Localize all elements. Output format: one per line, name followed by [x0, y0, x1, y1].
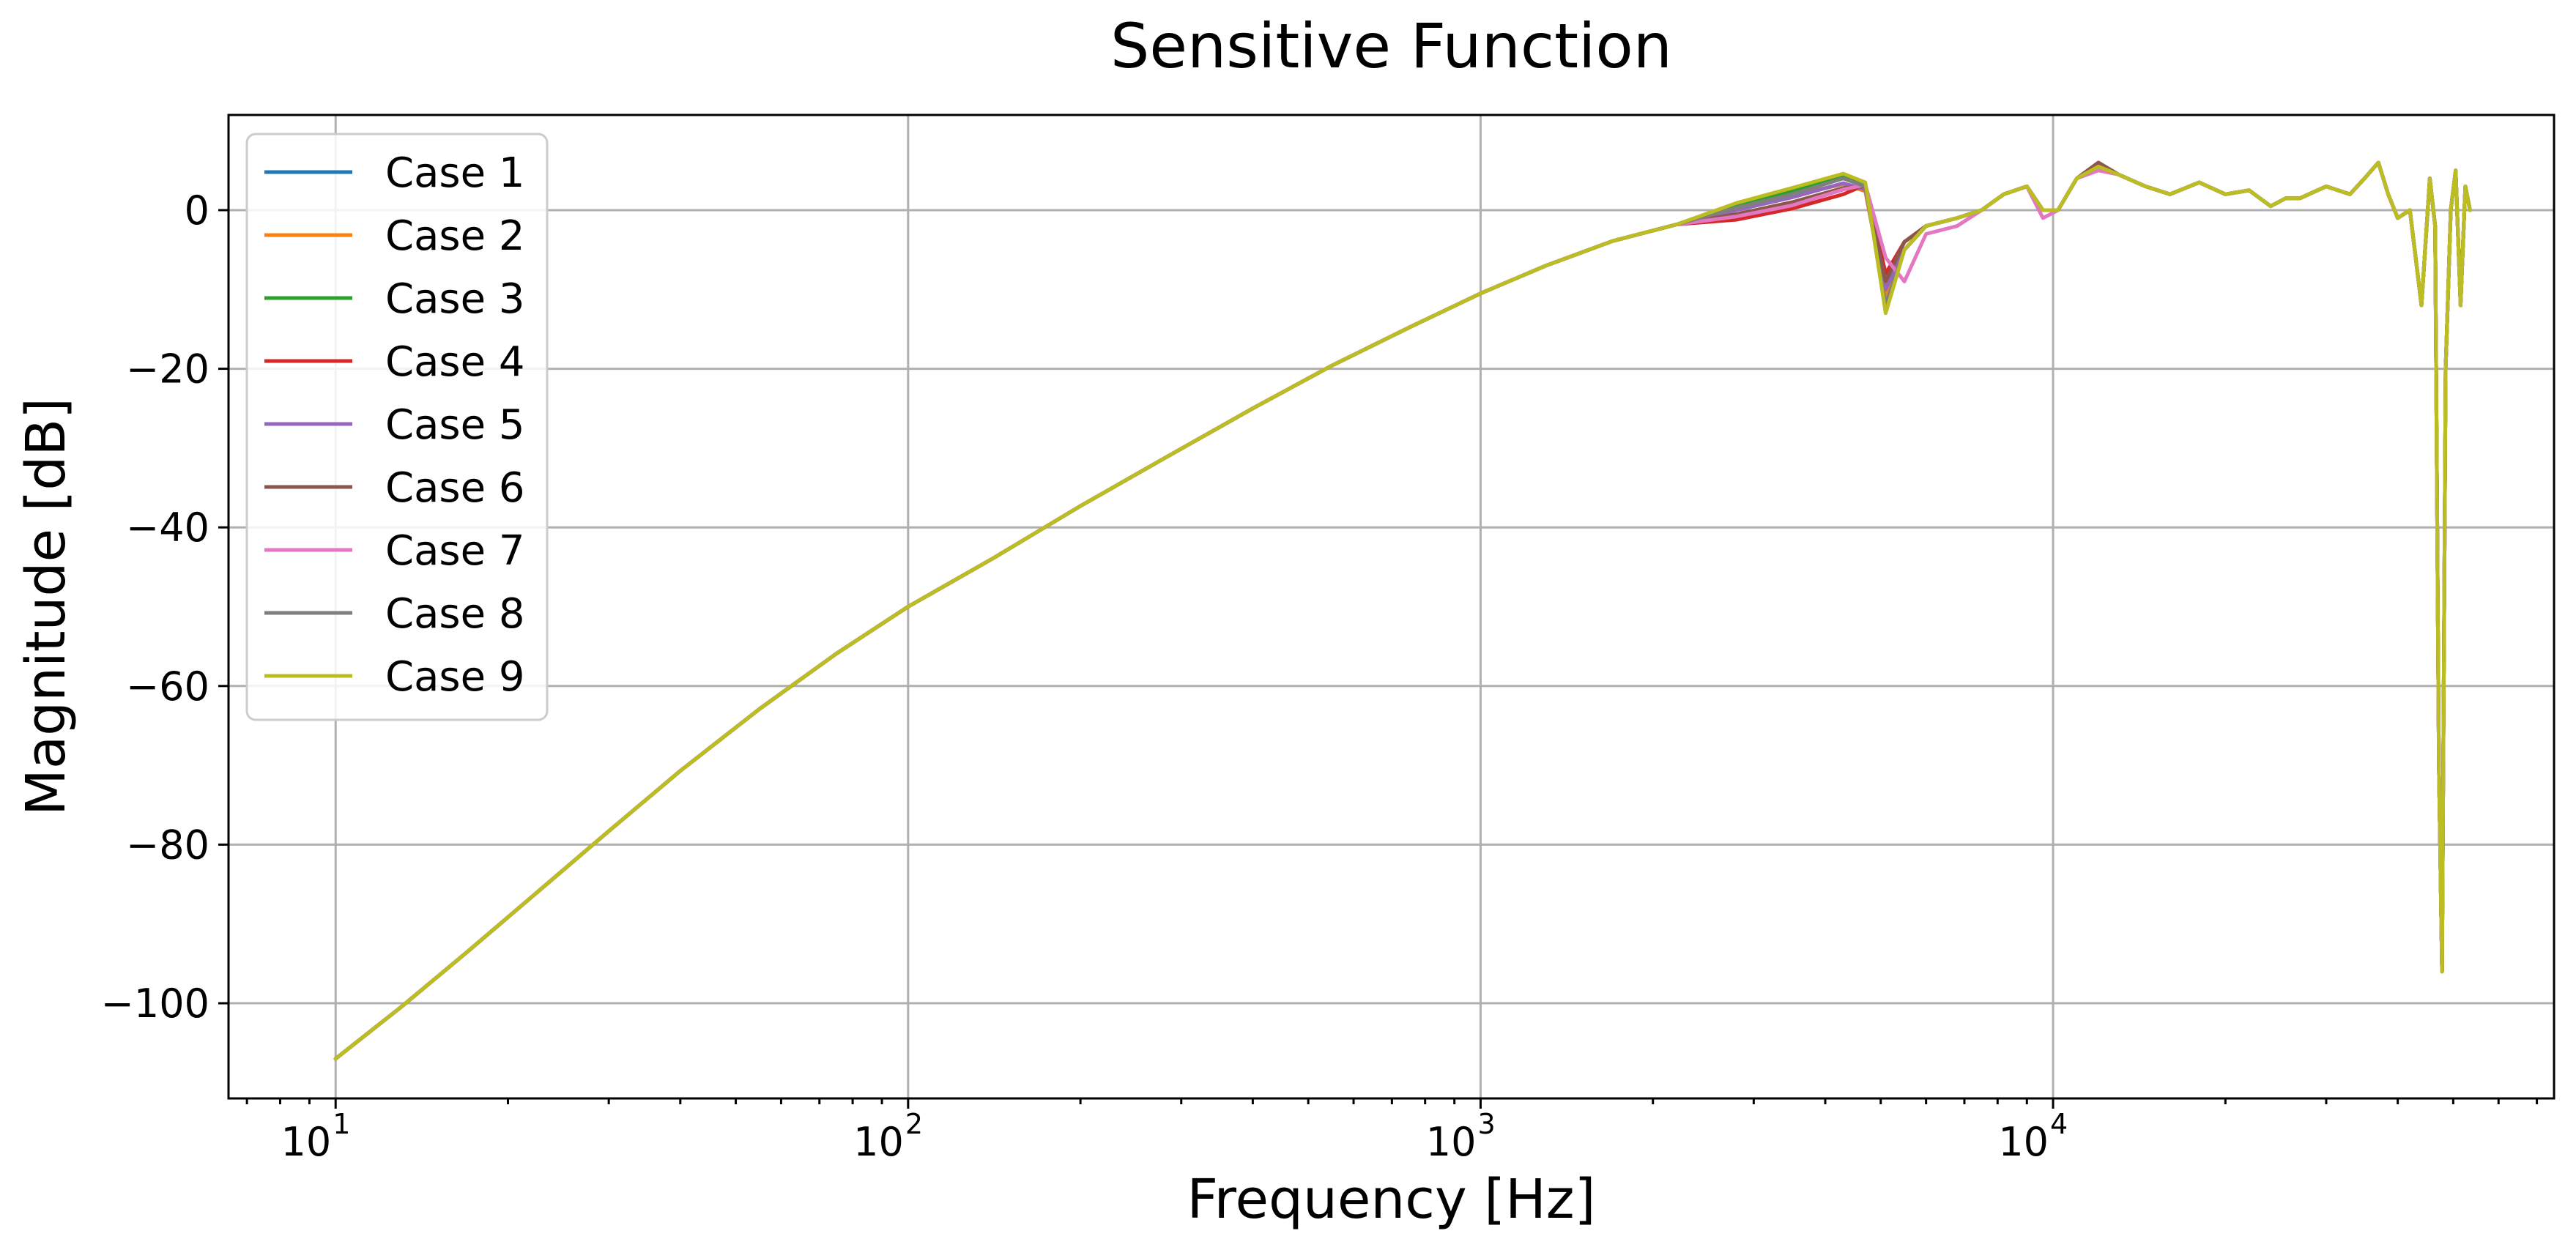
legend-item: Case 4 — [264, 338, 524, 386]
x-tick-exponent: 3 — [1477, 1108, 1495, 1140]
series-line-case-9 — [333, 160, 2472, 1061]
series-line-case-4 — [333, 160, 2472, 1061]
grid-layer — [229, 115, 2554, 1098]
chart-title: Sensitive Function — [1110, 10, 1672, 82]
x-tick-base: 10 — [281, 1119, 332, 1165]
plot-frame — [227, 114, 2555, 1100]
y-axis-label: Magnitude [dB] — [15, 398, 78, 816]
legend-label: Case 3 — [385, 275, 524, 323]
legend-label: Case 1 — [385, 149, 524, 197]
x-tick-exponent: 4 — [2050, 1108, 2068, 1140]
legend-item: Case 6 — [264, 464, 524, 512]
x-tick-label: 10 3 — [1426, 1108, 1496, 1165]
x-tick-label: 10 1 — [281, 1108, 351, 1165]
legend-item: Case 2 — [264, 212, 524, 260]
legend: Case 1 Case 2 Case 3 Case 4 Case 5 Case 6 Case… — [245, 133, 549, 721]
legend-item: Case 5 — [264, 401, 524, 449]
x-tick-base: 10 — [1426, 1119, 1477, 1165]
x-axis-label: Frequency [Hz] — [1187, 1168, 1595, 1231]
legend-item: Case 9 — [264, 653, 524, 701]
legend-label: Case 9 — [385, 653, 524, 701]
series-line-case-6 — [333, 160, 2472, 1061]
legend-item: Case 3 — [264, 275, 524, 323]
x-tick-exponent: 1 — [333, 1108, 350, 1140]
y-tick-label: −100 — [101, 981, 209, 1027]
y-tick-label: −20 — [126, 346, 209, 393]
x-tick-label: 10 4 — [1998, 1108, 2068, 1165]
series-line-case-5 — [333, 160, 2472, 1061]
legend-label: Case 8 — [385, 590, 524, 638]
y-tick-label: −60 — [126, 663, 209, 710]
legend-label: Case 7 — [385, 527, 524, 575]
legend-label: Case 5 — [385, 401, 524, 449]
x-tick-exponent: 2 — [905, 1108, 923, 1140]
series-line-case-7 — [333, 160, 2472, 1061]
legend-label: Case 2 — [385, 212, 524, 260]
series-line-case-8 — [333, 160, 2472, 1061]
legend-item: Case 1 — [264, 149, 524, 197]
y-tick-label: 0 — [185, 187, 209, 234]
y-tick-label: −80 — [126, 822, 209, 868]
legend-box — [245, 133, 549, 721]
y-tick-label: −40 — [126, 505, 209, 551]
legend-label: Case 4 — [385, 338, 524, 386]
x-tick-base: 10 — [853, 1119, 904, 1165]
legend-label: Case 6 — [385, 464, 524, 512]
legend-item: Case 8 — [264, 590, 524, 638]
series-line-case-1 — [333, 160, 2472, 1061]
series-line-case-3 — [333, 160, 2472, 1061]
x-tick-label: 10 2 — [853, 1108, 923, 1165]
x-tick-base: 10 — [1998, 1119, 2049, 1165]
legend-item: Case 7 — [264, 527, 524, 575]
series-layer — [333, 160, 2472, 1061]
series-line-case-2 — [333, 160, 2472, 1061]
